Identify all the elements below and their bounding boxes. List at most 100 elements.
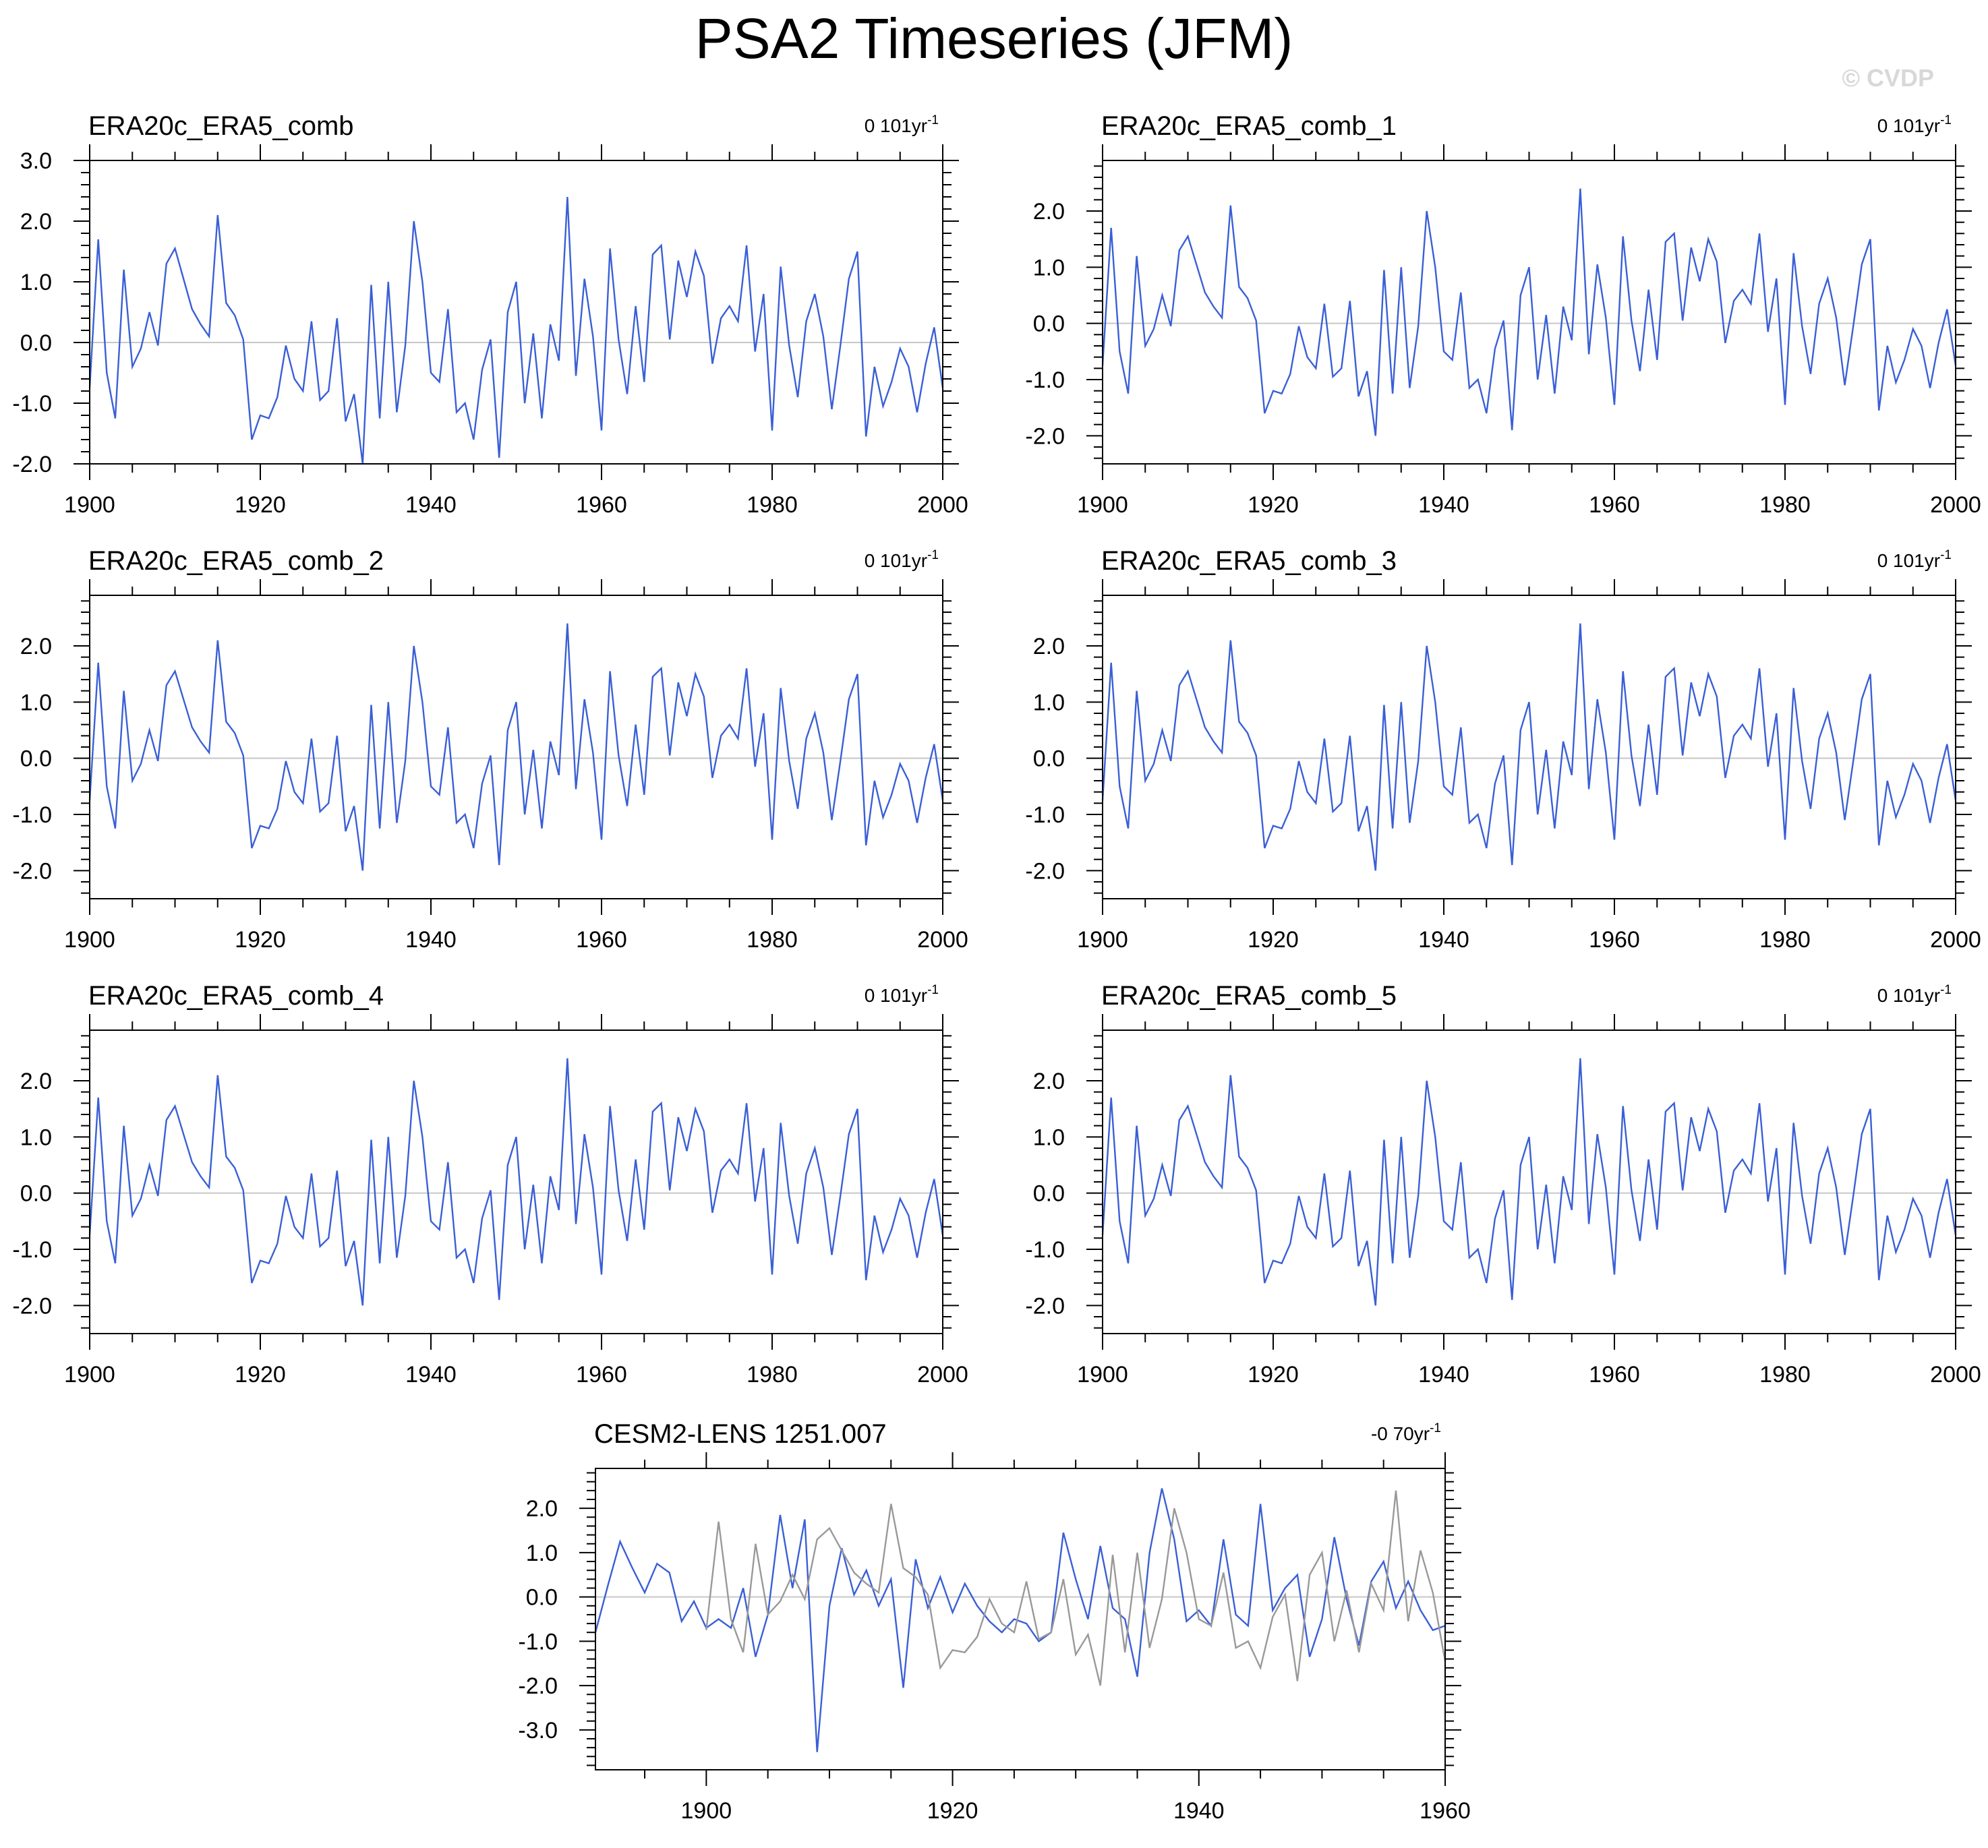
trend-unit-exponent: -1	[927, 113, 939, 127]
x-tick-label: 1960	[576, 492, 627, 518]
y-tick-label: 1.0	[1033, 1125, 1065, 1150]
panel-7: CESM2-LENS 1251.007 -0 70yr-1 1900 1920 1940…	[518, 1419, 1470, 1824]
x-tick-label: 1980	[747, 1362, 798, 1388]
main-title: PSA2 Timeseries (JFM)	[695, 7, 1293, 70]
y-tick-label: -2.0	[1025, 423, 1065, 449]
y-tick-label: 1.0	[526, 1541, 558, 1566]
panel-2: ERA20c_ERA5_comb_1 0 101yr-1 1900 1920 1940 1…	[1025, 111, 1981, 518]
trend-label: 0 101yr-1	[865, 548, 939, 571]
y-tick-label: -1.0	[1025, 802, 1065, 828]
panel-4: ERA20c_ERA5_comb_3 0 101yr-1 1900 1920 1940 1…	[1025, 546, 1981, 953]
trend-label: 0 101yr-1	[1877, 113, 1952, 136]
x-tick-label: 1920	[235, 927, 286, 953]
panel-5: ERA20c_ERA5_comb_4 0 101yr-1 1900 1920 1940 1…	[12, 981, 968, 1388]
panel-title: ERA20c_ERA5_comb_5	[1101, 981, 1397, 1011]
panel-title: ERA20c_ERA5_comb	[88, 111, 354, 141]
y-tick-label: 2.0	[1033, 199, 1065, 225]
series-line	[1101, 623, 1957, 871]
x-tick-label: 1960	[576, 1362, 627, 1388]
panel-1: ERA20c_ERA5_comb 0 101yr-1 1900 1920 1940 196…	[12, 111, 968, 518]
x-tick-label: 2000	[1930, 1362, 1981, 1388]
y-tick-label: -2.0	[1025, 1293, 1065, 1319]
y-tick-label: 0.0	[1033, 746, 1065, 772]
x-tick-label: 1900	[1077, 492, 1128, 518]
x-tick-label: 1940	[1173, 1798, 1225, 1824]
x-tick-label: 1940	[405, 492, 457, 518]
x-tick-label: 1980	[1759, 492, 1811, 518]
trend-unit-exponent: -1	[927, 548, 939, 562]
y-tick-label: -1.0	[518, 1629, 558, 1655]
x-tick-label: 1940	[1418, 1362, 1469, 1388]
x-tick-label: 1960	[1589, 927, 1640, 953]
x-tick-label: 1920	[1248, 1362, 1299, 1388]
trend-unit-exponent: -1	[1940, 983, 1952, 997]
x-tick-label: 1940	[405, 927, 457, 953]
x-tick-label: 1900	[1077, 927, 1128, 953]
x-tick-label: 1980	[747, 927, 798, 953]
plot-frame	[89, 160, 943, 465]
trend-value: 0 101yr	[865, 985, 927, 1006]
y-tick-label: -1.0	[12, 1237, 52, 1263]
trend-value: 0 101yr	[865, 550, 927, 571]
series-line	[88, 1058, 944, 1306]
panel-title: CESM2-LENS 1251.007	[594, 1419, 887, 1449]
x-tick-label: 2000	[917, 927, 968, 953]
y-tick-label: 2.0	[526, 1496, 558, 1522]
y-tick-label: 1.0	[20, 270, 52, 295]
watermark: © CVDP	[1842, 64, 1934, 92]
panel-title: ERA20c_ERA5_comb_4	[88, 981, 384, 1011]
x-tick-label: 1960	[576, 927, 627, 953]
x-tick-label: 2000	[1930, 492, 1981, 518]
x-tick-label: 1900	[64, 492, 115, 518]
trend-unit-exponent: -1	[927, 983, 939, 997]
y-tick-label: -3.0	[518, 1718, 558, 1743]
y-tick-label: -2.0	[518, 1673, 558, 1699]
x-tick-label: 2000	[1930, 927, 1981, 953]
trend-label: 0 101yr-1	[1877, 983, 1952, 1006]
x-tick-label: 1980	[1759, 1362, 1811, 1388]
y-tick-label: 0.0	[20, 330, 52, 356]
trend-value: 0 101yr	[1877, 115, 1940, 136]
y-tick-label: 0.0	[1033, 311, 1065, 337]
y-tick-label: -1.0	[1025, 1237, 1065, 1263]
y-tick-label: -1.0	[12, 391, 52, 417]
trend-value: 0 101yr	[1877, 985, 1940, 1006]
x-tick-label: 1960	[1589, 492, 1640, 518]
x-tick-label: 1900	[681, 1798, 732, 1824]
y-tick-label: 1.0	[20, 1125, 52, 1150]
y-tick-label: 3.0	[20, 148, 52, 174]
trend-label: -0 70yr-1	[1371, 1421, 1441, 1444]
plot-frame	[595, 1468, 1446, 1770]
x-tick-label: 1900	[64, 1362, 115, 1388]
y-tick-label: -2.0	[12, 1293, 52, 1319]
panel-title: ERA20c_ERA5_comb_1	[1101, 111, 1397, 141]
trend-value: 0 101yr	[1877, 550, 1940, 571]
y-tick-label: -2.0	[1025, 858, 1065, 884]
x-tick-label: 1900	[64, 927, 115, 953]
y-tick-label: 2.0	[20, 1069, 52, 1094]
x-tick-label: 1920	[927, 1798, 978, 1824]
x-tick-label: 1960	[1589, 1362, 1640, 1388]
y-tick-label: -2.0	[12, 858, 52, 884]
x-tick-label: 1920	[1248, 927, 1299, 953]
series-line	[88, 623, 944, 871]
x-tick-label: 2000	[917, 1362, 968, 1388]
y-tick-label: 1.0	[1033, 690, 1065, 715]
x-tick-label: 2000	[917, 492, 968, 518]
y-tick-label: 1.0	[1033, 255, 1065, 280]
trend-unit-exponent: -1	[1940, 113, 1952, 127]
x-tick-label: 1940	[405, 1362, 457, 1388]
y-tick-label: 0.0	[20, 746, 52, 772]
x-tick-label: 1980	[1759, 927, 1811, 953]
y-tick-label: 2.0	[1033, 1069, 1065, 1094]
trend-unit-exponent: -1	[1940, 548, 1952, 562]
x-tick-label: 1980	[747, 492, 798, 518]
x-tick-label: 1920	[235, 1362, 286, 1388]
y-tick-label: 2.0	[20, 634, 52, 659]
trend-label: 0 101yr-1	[865, 983, 939, 1006]
trend-label: 0 101yr-1	[1877, 548, 1952, 571]
y-tick-label: 0.0	[1033, 1181, 1065, 1207]
reference-series-line	[705, 1490, 1446, 1686]
